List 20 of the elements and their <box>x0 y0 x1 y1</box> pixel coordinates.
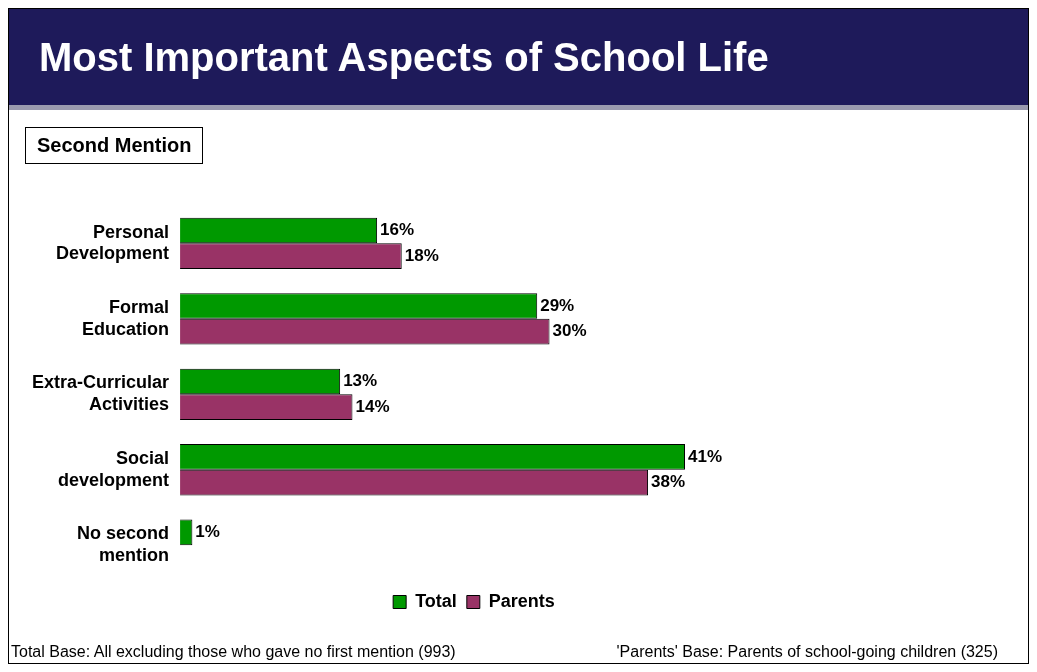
data-label: 13% <box>343 371 378 391</box>
y-tick-label: No second mention <box>77 523 170 566</box>
text: Total Base: All excluding those who gave no first mention (993) <box>11 643 456 661</box>
y-tick-label: Formal Education <box>82 296 170 339</box>
y-tick-label: Extra-Curricular Activities <box>31 372 170 415</box>
y-tick-label: Social development <box>58 447 170 490</box>
legend-label: Total <box>415 590 457 611</box>
chart-title: Most Important Aspects of School Life <box>39 34 769 80</box>
legend-label: Parents <box>488 590 555 611</box>
y-tick-label: Personal Development <box>56 221 170 264</box>
text: 'Parents' Base: Parents of school-going children (325) <box>616 643 998 661</box>
data-label: 38% <box>651 472 686 492</box>
data-label: 41% <box>688 446 723 466</box>
chart-subtitle: Second Mention <box>25 127 204 164</box>
data-label: 29% <box>540 295 575 315</box>
data-label: 30% <box>552 321 587 341</box>
data-label: 14% <box>355 396 390 416</box>
data-label: 16% <box>380 220 415 240</box>
data-label: 18% <box>404 245 439 265</box>
data-label: 1% <box>195 522 220 542</box>
